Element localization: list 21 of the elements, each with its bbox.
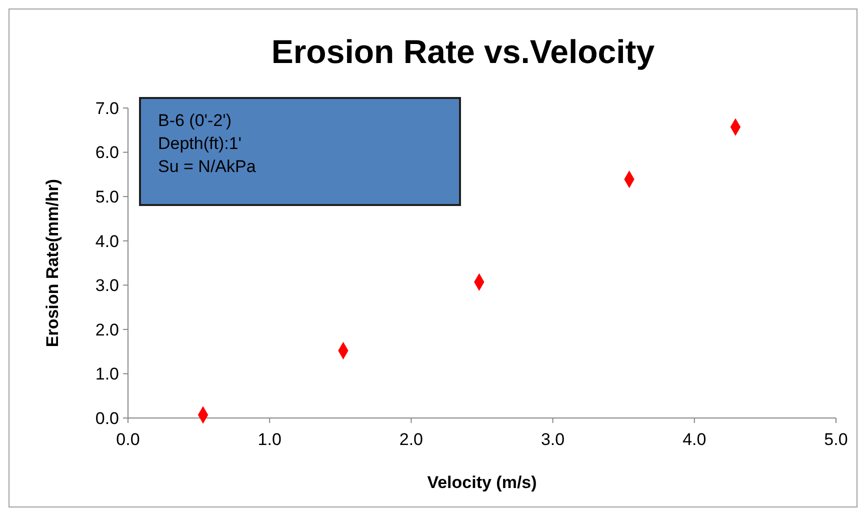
- y-tick-label: 2.0: [95, 320, 119, 340]
- y-tick-label: 0.0: [95, 408, 119, 428]
- y-axis-title: Erosion Rate(mm/hr): [43, 178, 62, 348]
- x-axis-title: Velocity (m/s): [427, 473, 537, 492]
- y-tick-label: 1.0: [95, 364, 119, 384]
- text-box: B-6 (0'-2') Depth(ft):1' Su = N/AkPa: [139, 97, 461, 206]
- y-tick-label: 5.0: [95, 188, 119, 207]
- x-tick-label: 0.0: [116, 430, 140, 449]
- y-tick-label: 7.0: [95, 98, 119, 118]
- y-tick-label: 6.0: [95, 143, 119, 162]
- annotation: B-6 (0'-2'): [158, 111, 232, 130]
- y-tick-label: 3.0: [95, 276, 119, 296]
- x-tick-label: 1.0: [258, 430, 282, 449]
- x-tick-label: 4.0: [682, 430, 706, 449]
- y-tick-label: 4.0: [95, 232, 119, 251]
- x-tick-label: 5.0: [824, 430, 848, 449]
- x-tick-label: 2.0: [399, 430, 424, 449]
- annotation: Depth(ft):1': [158, 134, 242, 153]
- x-tick-label: 3.0: [540, 430, 565, 449]
- chart-title: Erosion Rate vs.Velocity: [271, 33, 656, 70]
- annotation: Su = N/AkPa: [158, 157, 256, 176]
